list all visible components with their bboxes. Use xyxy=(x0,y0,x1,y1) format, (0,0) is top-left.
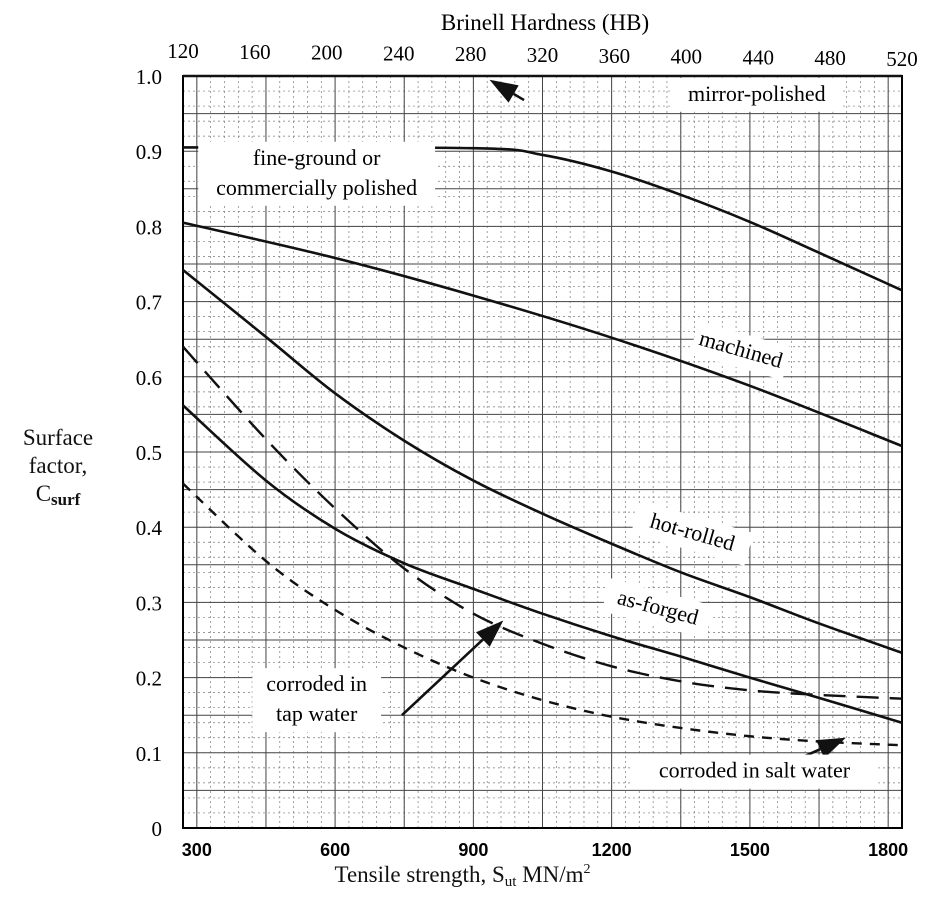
annotation-label-text: commercially polished xyxy=(216,175,417,200)
top-tick-label: 520 xyxy=(886,47,918,71)
annotation-label-text: mirror-polished xyxy=(688,81,826,106)
y-axis-symbol-letter: C xyxy=(35,481,52,506)
annotation-label-background xyxy=(630,754,879,789)
x-tick-label: 1200 xyxy=(592,840,632,860)
annotation-label-text: tap water xyxy=(276,701,358,726)
annotation-label: as-forged xyxy=(601,578,714,639)
y-axis-symbol-subscript: surf xyxy=(51,490,81,509)
x-axis-label-superscript: 2 xyxy=(583,862,591,877)
x-axis-label-subscript: ut xyxy=(504,874,517,890)
top-tick-label: 440 xyxy=(742,45,774,69)
y-axis-symbol: Csurf xyxy=(6,480,110,514)
top-tick-label: 400 xyxy=(671,45,703,69)
y-tick-label: 0.6 xyxy=(136,366,162,390)
x-axis-label-unit: MN/m xyxy=(516,862,584,887)
annotation-label: corroded in tap water xyxy=(252,668,382,733)
x-tick-label: 900 xyxy=(458,840,488,860)
top-tick-label: 280 xyxy=(455,42,487,66)
top-tick-label: 200 xyxy=(311,41,343,65)
annotation-arrow-head xyxy=(816,737,846,759)
y-tick-label: 0.5 xyxy=(136,441,162,465)
annotation-label: machined xyxy=(689,320,792,381)
annotation-label: fine-ground or commercially polished xyxy=(198,141,436,206)
tick-labels: 300 600 900 1200 1500 1800 0 0.1 0.2 0.3 0.4 0.5 0.6… xyxy=(136,39,918,860)
top-tick-label: 360 xyxy=(599,44,631,68)
y-tick-label: 0.7 xyxy=(136,291,162,315)
top-axis-title: Brinell Hardness (HB) xyxy=(441,10,649,35)
annotation-label-text: fine-ground or xyxy=(253,145,381,170)
annotation-label-background xyxy=(630,500,754,566)
y-tick-label: 0.3 xyxy=(136,591,162,615)
y-tick-label: 0 xyxy=(152,817,163,841)
annotation-label: mirror-polished xyxy=(670,77,843,112)
annotation-arrow-head xyxy=(489,79,519,103)
top-tick-label: 120 xyxy=(167,39,199,63)
top-tick-label: 240 xyxy=(383,41,415,65)
annotation-label-background xyxy=(670,77,843,112)
y-tick-label: 0.2 xyxy=(136,667,162,691)
y-tick-label: 0.1 xyxy=(136,742,162,766)
series-line-hot-rolled xyxy=(182,269,903,655)
series-line-machined xyxy=(182,221,903,448)
series-line-as-forged xyxy=(182,404,903,724)
annotation-label-background xyxy=(252,668,382,733)
annotation-arrow-shaft xyxy=(512,92,525,102)
y-tick-label: 0.9 xyxy=(136,140,162,164)
annotation-label: hot-rolled xyxy=(630,500,754,566)
y-tick-label: 0.8 xyxy=(136,215,162,239)
y-tick-label: 0.4 xyxy=(136,516,163,540)
annotation-label-text: corroded in salt water xyxy=(659,758,851,783)
top-tick-label: 480 xyxy=(814,46,846,70)
annotation-label-background xyxy=(689,320,792,381)
annotation-arrow-head xyxy=(476,620,504,647)
y-axis-label: Surface factor, Csurf xyxy=(6,424,110,514)
y-axis-label-line-2: factor, xyxy=(28,453,88,478)
x-tick-label: 300 xyxy=(182,840,212,860)
annotation-label: corroded in salt water xyxy=(630,754,879,789)
y-tick-label: 1.0 xyxy=(136,65,162,89)
annotation-label-background xyxy=(601,578,714,639)
x-axis-label-main: Tensile strength, S xyxy=(334,862,505,887)
top-tick-label: 160 xyxy=(239,40,271,64)
x-tick-label: 600 xyxy=(320,840,350,860)
annotation-label-background xyxy=(198,141,436,206)
annotation-labels: mirror-polished fine-ground or commerciall… xyxy=(198,77,879,789)
annotation-arrow-shaft xyxy=(401,638,484,717)
x-tick-label: 1500 xyxy=(730,840,770,860)
series-line-corroded-in-tap-water xyxy=(182,345,903,700)
top-tick-label: 320 xyxy=(527,43,559,67)
x-tick-label: 1800 xyxy=(868,840,908,860)
annotation-label-text: corroded in xyxy=(266,671,367,696)
x-axis-label: Tensile strength, Sut MN/m2 xyxy=(0,862,925,891)
y-axis-label-line-1: Surface xyxy=(22,425,94,450)
